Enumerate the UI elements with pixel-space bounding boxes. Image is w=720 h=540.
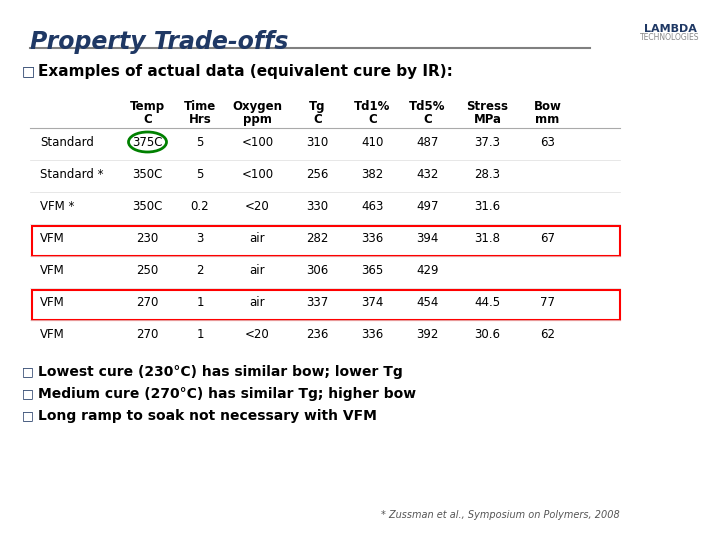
Text: 256: 256 [306,167,329,180]
Text: <20: <20 [245,327,270,341]
Text: 432: 432 [416,167,438,180]
Text: 374: 374 [361,295,384,308]
Text: 1: 1 [197,327,204,341]
Text: 310: 310 [307,136,328,148]
Text: Td1%: Td1% [354,100,391,113]
Text: 350C: 350C [132,167,163,180]
Text: air: air [250,264,265,276]
Text: Medium cure (270°C) has similar Tg; higher bow: Medium cure (270°C) has similar Tg; high… [38,387,416,401]
Text: 270: 270 [136,295,158,308]
Text: Time: Time [184,100,216,113]
Text: Temp: Temp [130,100,165,113]
Text: Td5%: Td5% [409,100,446,113]
Text: □: □ [22,409,34,422]
Text: 230: 230 [136,232,158,245]
Text: VFM: VFM [40,295,65,308]
Text: 382: 382 [361,167,384,180]
Text: 365: 365 [361,264,384,276]
Text: 28.3: 28.3 [474,167,500,180]
Text: Long ramp to soak not necessary with VFM: Long ramp to soak not necessary with VFM [38,409,377,423]
Text: 337: 337 [307,295,328,308]
Text: <100: <100 [241,136,274,148]
Text: air: air [250,232,265,245]
Text: Standard: Standard [40,136,94,148]
Text: 250: 250 [136,264,158,276]
Text: ppm: ppm [243,113,272,126]
Text: 350C: 350C [132,199,163,213]
Text: Stress: Stress [467,100,508,113]
Text: 31.8: 31.8 [474,232,500,245]
Text: 375C: 375C [132,136,163,148]
Text: * Zussman et al., Symposium on Polymers, 2008: * Zussman et al., Symposium on Polymers,… [382,510,620,520]
Text: VFM: VFM [40,232,65,245]
Text: <100: <100 [241,167,274,180]
Text: 0.2: 0.2 [191,199,210,213]
Text: □: □ [22,388,34,401]
Text: C: C [368,113,377,126]
Text: 30.6: 30.6 [474,327,500,341]
Text: 3: 3 [197,232,204,245]
Text: 306: 306 [307,264,328,276]
Text: 463: 463 [361,199,384,213]
Text: Property Trade-offs: Property Trade-offs [30,30,289,54]
Text: 31.6: 31.6 [474,199,500,213]
Text: VFM *: VFM * [40,199,74,213]
Text: 497: 497 [416,199,438,213]
Text: 394: 394 [416,232,438,245]
Text: Bow: Bow [534,100,562,113]
Text: Examples of actual data (equivalent cure by IR):: Examples of actual data (equivalent cure… [38,64,453,79]
Text: 44.5: 44.5 [474,295,500,308]
Text: Lowest cure (230°C) has similar bow; lower Tg: Lowest cure (230°C) has similar bow; low… [38,365,402,379]
Text: 410: 410 [361,136,384,148]
Text: □: □ [22,366,34,379]
Text: 336: 336 [361,232,384,245]
Text: LAMBDA: LAMBDA [644,24,696,34]
Text: Tg: Tg [310,100,325,113]
Text: C: C [143,113,152,126]
Text: TECHNOLOGIES: TECHNOLOGIES [640,33,700,42]
Text: 282: 282 [306,232,329,245]
Text: 454: 454 [416,295,438,308]
Text: <20: <20 [245,199,270,213]
Text: C: C [313,113,322,126]
Text: 37.3: 37.3 [474,136,500,148]
Text: MPa: MPa [474,113,502,126]
Text: 67: 67 [540,232,555,245]
Text: 336: 336 [361,327,384,341]
Text: Standard *: Standard * [40,167,104,180]
Text: air: air [250,295,265,308]
Text: VFM: VFM [40,327,65,341]
Text: Oxygen: Oxygen [233,100,282,113]
Text: 487: 487 [416,136,438,148]
Text: 5: 5 [197,167,204,180]
Text: 236: 236 [306,327,329,341]
Text: 63: 63 [540,136,555,148]
Text: 2: 2 [197,264,204,276]
Text: 270: 270 [136,327,158,341]
Text: 62: 62 [540,327,555,341]
Text: 77: 77 [540,295,555,308]
Text: 5: 5 [197,136,204,148]
Text: □: □ [22,64,35,78]
Text: 429: 429 [416,264,438,276]
Text: 1: 1 [197,295,204,308]
Text: C: C [423,113,432,126]
Text: Hrs: Hrs [189,113,212,126]
Text: VFM: VFM [40,264,65,276]
Text: 330: 330 [307,199,328,213]
Text: 392: 392 [416,327,438,341]
Text: mm: mm [536,113,559,126]
